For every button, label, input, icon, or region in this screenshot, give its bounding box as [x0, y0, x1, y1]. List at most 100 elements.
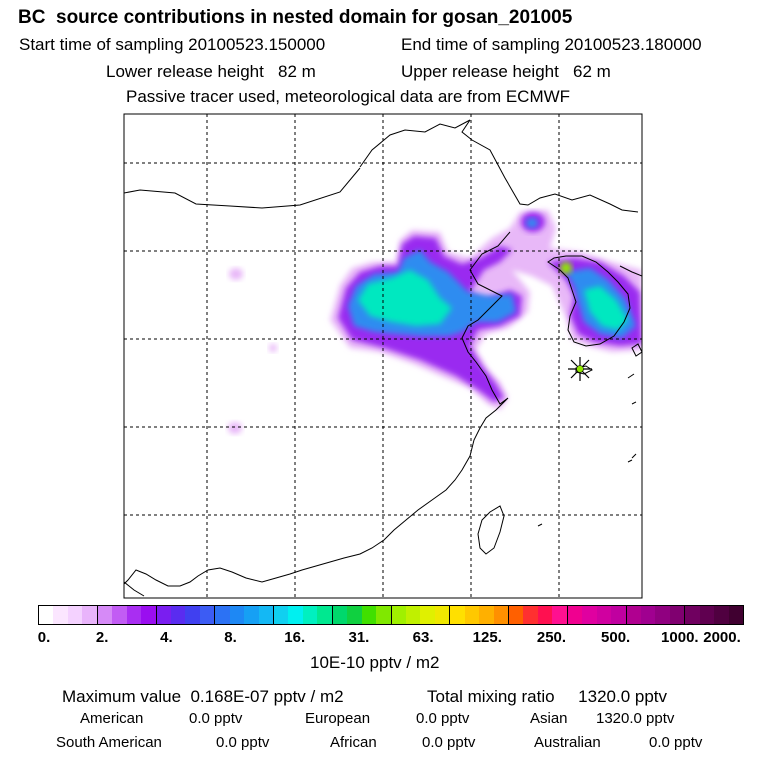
island-kyushu: [631, 343, 642, 357]
colorbar-swatch: [199, 606, 216, 624]
source-label-australian: Australian: [534, 734, 601, 751]
colorbar-swatch: [376, 606, 392, 624]
plume-spot-west: [229, 268, 243, 280]
colorbar-swatch: [699, 606, 715, 624]
source-label-european: European: [305, 710, 371, 727]
source-label-south-american: South American: [56, 734, 162, 751]
source-value-american: 0.0 pptv: [189, 710, 243, 727]
map-frame: [123, 113, 643, 599]
upper-release-text: Upper release height 62 m: [401, 62, 611, 81]
star-icon: [568, 357, 592, 381]
colorbar: [38, 605, 744, 625]
colorbar-swatch: [626, 606, 641, 624]
coastline-bohai: [124, 167, 361, 209]
colorbar-swatch: [582, 606, 597, 624]
colorbar-tick-label: 31.: [348, 629, 370, 646]
coastline-taiwan: [477, 505, 505, 555]
plume-spot-south: [228, 422, 242, 434]
source-label-american: American: [80, 710, 144, 727]
colorbar-swatch: [126, 606, 142, 624]
colorbar-swatch: [332, 606, 348, 624]
island-jeju: [575, 365, 593, 375]
colorbar-swatch: [405, 606, 421, 624]
colorbar-swatch: [434, 606, 451, 624]
colorbar-swatch: [347, 606, 362, 624]
colorbar-swatch: [479, 606, 494, 624]
tracer-note: Passive tracer used, meteorological data…: [126, 87, 571, 106]
colorbar-swatch: [39, 606, 54, 624]
source-value-australian: 0.0 pptv: [649, 734, 703, 751]
colorbar-swatch: [509, 606, 524, 624]
coastline-layer: [124, 119, 642, 597]
colorbar-swatch: [229, 606, 245, 624]
start-time-text: Start time of sampling 20100523.150000: [19, 35, 326, 54]
colorbar-swatch: [185, 606, 200, 624]
colorbar-swatch: [493, 606, 509, 624]
colorbar-swatch: [567, 606, 583, 624]
colorbar-swatch: [420, 606, 435, 624]
colorbar-swatch: [112, 606, 127, 624]
colorbar-swatch: [288, 606, 303, 624]
coastline-korea: [547, 255, 631, 347]
colorbar-swatch: [523, 606, 538, 624]
colorbar-tick-label: 8.: [224, 629, 237, 646]
colorbar-tick-label: 125.: [472, 629, 502, 646]
colorbar-swatch: [685, 606, 700, 624]
colorbar-swatch: [274, 606, 289, 624]
coastline-hainan: [124, 581, 145, 597]
colorbar-swatch: [82, 606, 98, 624]
colorbar-tick-label: 2.: [95, 629, 109, 646]
colorbar-swatch: [67, 606, 83, 624]
colorbar-swatch: [156, 606, 171, 624]
end-time-text: End time of sampling 20100523.180000: [401, 35, 702, 54]
plume-korea-hotspot: [560, 262, 572, 274]
colorbar-units: 10E-10 pptv / m2: [310, 653, 440, 672]
coastline-korea-china-north: [359, 119, 639, 213]
plume-korea-peak: [584, 286, 628, 330]
colorbar-tick-label: 0.: [37, 629, 51, 646]
source-value-south-american: 0.0 pptv: [216, 734, 270, 751]
colorbar-swatch: [53, 606, 68, 624]
map-title: BC source contributions in nested domain…: [18, 7, 573, 28]
colorbar-swatch: [317, 606, 333, 624]
colorbar-tick-label: 1000.: [661, 629, 699, 646]
source-value-african: 0.0 pptv: [422, 734, 476, 751]
plume-peak: [358, 270, 452, 326]
plume-layer: [228, 210, 642, 434]
colorbar-swatch: [361, 606, 377, 624]
colorbar-swatch: [669, 606, 686, 624]
plume-northeast-core: [526, 218, 538, 228]
total-mixing-text: Total mixing ratio 1320.0 pptv: [427, 687, 668, 706]
colorbar-swatch: [714, 606, 729, 624]
colorbar-swatch: [596, 606, 612, 624]
colorbar-tick-label: 4.: [160, 629, 173, 646]
source-value-european: 0.0 pptv: [416, 710, 470, 727]
colorbar-swatch: [302, 606, 318, 624]
colorbar-tick-label: 63.: [412, 629, 434, 646]
colorbar-swatch: [537, 606, 553, 624]
grid-lines: [124, 114, 642, 598]
colorbar-swatch: [552, 606, 568, 624]
colorbar-tick-label: 16.: [284, 629, 306, 646]
colorbar-swatch: [450, 606, 465, 624]
colorbar-swatch: [640, 606, 656, 624]
colorbar-swatch: [611, 606, 627, 624]
island-ryukyu: [537, 373, 637, 527]
lower-release-text: Lower release height 82 m: [106, 62, 316, 81]
colorbar-swatch: [244, 606, 259, 624]
colorbar-swatch: [258, 606, 274, 624]
colorbar-swatch: [141, 606, 157, 624]
colorbar-swatch: [655, 606, 670, 624]
source-label-asian: Asian: [530, 710, 568, 727]
colorbar-swatch: [391, 606, 406, 624]
colorbar-swatch: [97, 606, 113, 624]
coastline-china-east: [124, 231, 511, 587]
colorbar-tick-label: 2000.: [703, 629, 741, 646]
colorbar-tick-label: 500.: [601, 629, 631, 646]
colorbar-tick-label: 250.: [536, 629, 567, 646]
coastline-japan: [619, 265, 642, 277]
maximum-value-text: Maximum value 0.168E-07 pptv / m2: [62, 687, 344, 706]
plume-spot-center: [269, 344, 277, 352]
colorbar-swatch: [170, 606, 186, 624]
